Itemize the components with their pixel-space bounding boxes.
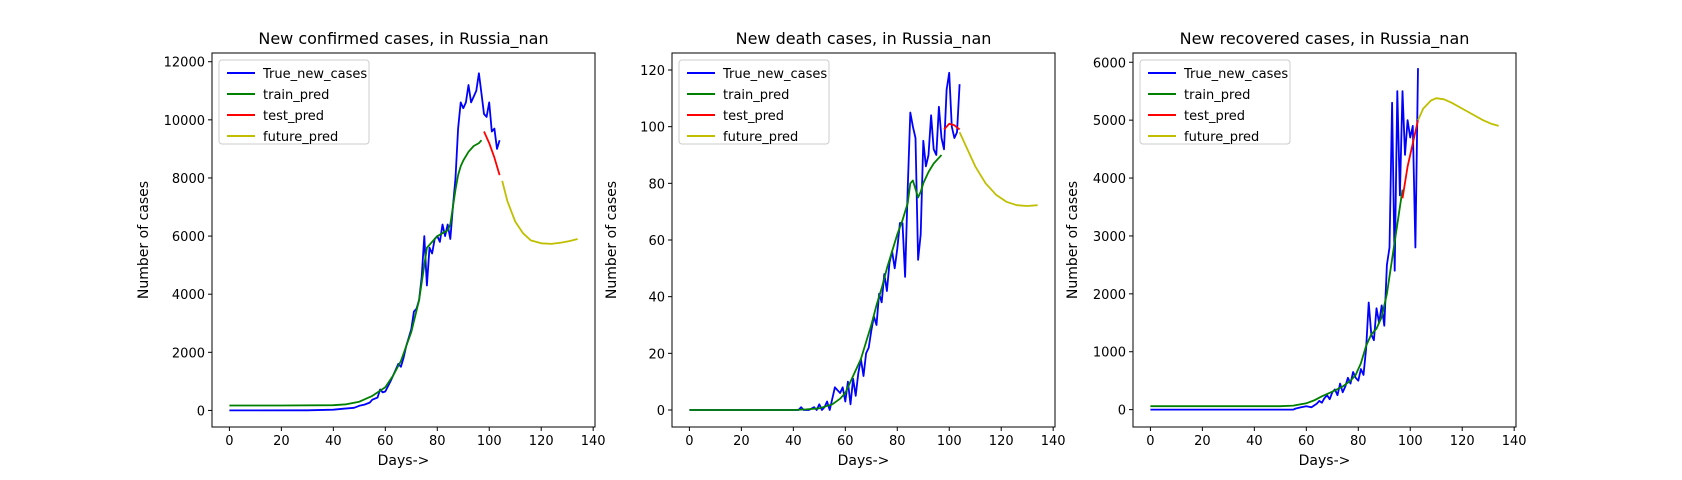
x-tick-label: 80	[1350, 434, 1367, 449]
y-axis-label: Number of cases	[604, 181, 620, 299]
series-line-train-pred	[229, 139, 483, 407]
x-tick-label: 40	[1246, 434, 1263, 449]
series-line-future-pred	[1417, 97, 1499, 127]
x-tick-label: 20	[733, 434, 750, 449]
x-tick-label: 80	[429, 434, 446, 449]
x-tick-label: 120	[529, 434, 554, 449]
legend-label: future_pred	[1184, 130, 1259, 145]
legend-label: train_pred	[723, 88, 789, 103]
x-tick-label: 80	[889, 434, 906, 449]
y-tick-label: 120	[640, 64, 665, 79]
legend-label: train_pred	[1184, 88, 1250, 103]
chart-title: New confirmed cases, in Russia_nan	[258, 29, 548, 49]
y-tick-label: 8000	[172, 172, 205, 187]
legend-label: True_new_cases	[722, 67, 827, 82]
chart-3: New recovered cases, in Russia_nan 0 20 40 6…	[1065, 29, 1527, 469]
x-tick-label: 120	[1450, 434, 1475, 449]
x-tick-label: 40	[325, 434, 342, 449]
series-line-true-new-cases	[1150, 68, 1419, 411]
x-tick-label: 20	[1194, 434, 1211, 449]
x-tick-label: 60	[837, 434, 854, 449]
y-tick-label: 0	[197, 404, 205, 419]
x-tick-label: 100	[937, 434, 962, 449]
chart-title: New recovered cases, in Russia_nan	[1180, 29, 1470, 49]
y-tick-label: 6000	[172, 230, 205, 245]
series-line-test-pred	[943, 122, 961, 131]
y-tick-label: 20	[648, 347, 665, 362]
legend-label: future_pred	[263, 130, 338, 145]
y-axis-label: Number of cases	[136, 181, 152, 299]
y-tick-label: 12000	[164, 56, 205, 71]
x-tick-label: 120	[989, 434, 1014, 449]
legend-label: train_pred	[263, 88, 329, 103]
x-tick-label: 140	[1502, 434, 1527, 449]
series-line-future-pred	[501, 180, 578, 245]
y-tick-label: 60	[648, 234, 665, 249]
legend: True_new_cases train_pred test_pred future_…	[1139, 59, 1291, 145]
x-tick-label: 20	[273, 434, 290, 449]
x-tick-label: 0	[225, 434, 233, 449]
y-tick-label: 100	[640, 121, 665, 136]
series-line-true-new-cases	[229, 72, 501, 412]
y-tick-label: 0	[657, 404, 665, 419]
legend-label: True_new_cases	[262, 67, 367, 82]
x-axis-label: Days->	[838, 453, 890, 469]
chart-1: New confirmed cases, in Russia_nan 0 20 40 6…	[136, 29, 606, 469]
x-axis-label: Days->	[1299, 453, 1351, 469]
y-tick-label: 5000	[1093, 114, 1126, 129]
y-tick-label: 2000	[172, 346, 205, 361]
legend-box	[678, 59, 830, 145]
y-tick-label: 1000	[1093, 346, 1126, 361]
x-tick-label: 60	[1298, 434, 1315, 449]
y-tick-label: 6000	[1093, 56, 1126, 71]
y-tick-label: 40	[648, 291, 665, 306]
y-tick-label: 10000	[164, 114, 205, 129]
legend: True_new_cases train_pred test_pred future_…	[678, 59, 830, 145]
legend-box	[1139, 59, 1291, 145]
legend-label: test_pred	[723, 109, 784, 124]
legend-box	[218, 59, 370, 145]
x-axis-label: Days->	[378, 453, 430, 469]
legend-label: future_pred	[723, 130, 798, 145]
y-tick-label: 4000	[1093, 172, 1126, 187]
legend-label: True_new_cases	[1183, 67, 1288, 82]
series-line-test-pred	[1401, 120, 1419, 199]
legend-label: test_pred	[1184, 109, 1245, 124]
x-tick-label: 140	[1041, 434, 1066, 449]
legend: True_new_cases train_pred test_pred future_…	[218, 59, 370, 145]
chart-title: New death cases, in Russia_nan	[736, 29, 992, 49]
x-tick-label: 140	[581, 434, 606, 449]
y-tick-label: 2000	[1093, 288, 1126, 303]
y-axis-label: Number of cases	[1065, 181, 1081, 299]
series-line-train-pred	[1150, 189, 1404, 408]
x-tick-label: 40	[785, 434, 802, 449]
x-tick-label: 0	[685, 434, 693, 449]
series-line-train-pred	[689, 154, 943, 411]
series-line-future-pred	[958, 131, 1038, 207]
y-tick-label: 0	[1118, 404, 1126, 419]
y-tick-label: 3000	[1093, 230, 1126, 245]
legend-label: test_pred	[263, 109, 324, 124]
chart-2: New death cases, in Russia_nan 0 20 40 60 80 1…	[604, 29, 1066, 469]
x-tick-label: 0	[1146, 434, 1154, 449]
x-tick-label: 100	[477, 434, 502, 449]
y-tick-label: 80	[648, 177, 665, 192]
y-tick-label: 4000	[172, 288, 205, 303]
series-line-test-pred	[483, 131, 501, 176]
x-tick-label: 60	[377, 434, 394, 449]
x-tick-label: 100	[1398, 434, 1423, 449]
